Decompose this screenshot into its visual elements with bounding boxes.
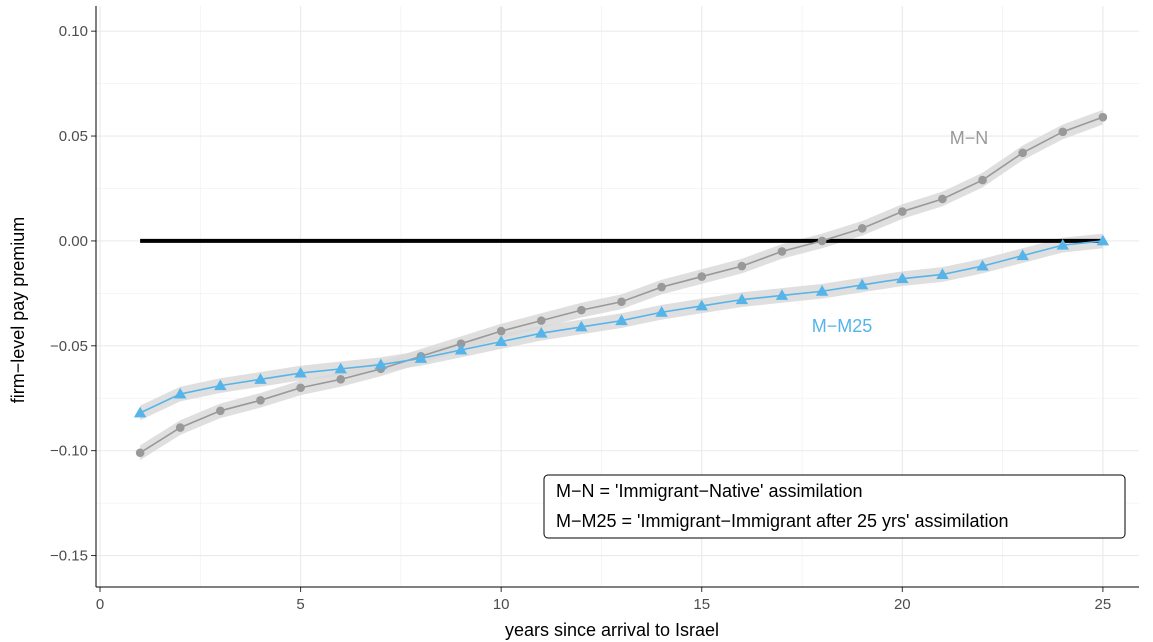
axes: 0 5 10 15 20 25 0.10 0.05 0.00 −0.05 −0.10 −0.15	[50, 6, 1139, 613]
data-point	[978, 175, 987, 185]
data-point	[174, 387, 187, 399]
series-markers	[133, 112, 1110, 458]
legend: M−N = 'Immigrant−Native' assimilation M−…	[543, 474, 1126, 539]
series-lines	[139, 116, 1104, 454]
data-point	[496, 326, 506, 336]
data-point	[697, 272, 707, 281]
x-tick-label: 10	[493, 596, 510, 613]
data-point	[695, 299, 708, 311]
data-point	[535, 327, 548, 338]
data-point	[374, 358, 388, 370]
data-point	[1056, 238, 1069, 250]
data-point	[857, 224, 867, 233]
data-point	[256, 396, 265, 405]
data-point	[657, 282, 666, 292]
data-point	[135, 448, 145, 458]
data-point	[175, 423, 185, 432]
data-point	[817, 236, 827, 246]
x-tick-label: 20	[894, 596, 911, 613]
data-point	[1098, 112, 1108, 122]
data-point	[216, 406, 225, 416]
data-point	[655, 306, 668, 317]
data-point	[1016, 249, 1029, 261]
data-point	[617, 297, 626, 307]
data-point	[456, 339, 466, 348]
x-tick-label: 5	[296, 596, 304, 613]
data-point	[575, 320, 588, 332]
data-point	[1018, 148, 1027, 158]
data-point	[577, 305, 586, 315]
data-point	[133, 406, 147, 418]
data-point	[254, 373, 267, 384]
series-labels: M−N M−M25	[812, 128, 989, 336]
data-point	[494, 335, 508, 347]
data-point	[735, 293, 749, 305]
data-point	[615, 314, 628, 326]
legend-entry-mm25: M−M25 = 'Immigrant−Immigrant after 25 yr…	[556, 511, 1009, 531]
data-point	[296, 383, 305, 393]
y-axis-title: firm−level pay premium	[8, 217, 28, 404]
y-tick-label: 0.05	[59, 128, 88, 145]
legend-box	[543, 474, 1126, 539]
data-point	[815, 285, 829, 296]
data-point	[976, 259, 989, 271]
data-point	[1058, 127, 1068, 137]
data-point	[294, 366, 307, 378]
legend-entry-mn: M−N = 'Immigrant−Native' assimilation	[556, 481, 862, 501]
data-point	[938, 194, 947, 204]
confidence-bands	[140, 109, 1103, 461]
data-point	[936, 268, 949, 279]
data-point	[898, 207, 907, 216]
series-label-mn: M−N	[950, 128, 989, 148]
data-point	[775, 289, 789, 300]
data-point	[334, 362, 347, 374]
data-point	[896, 272, 909, 284]
axis-titles: years since arrival to Israel firm−level…	[8, 217, 719, 640]
data-point	[336, 375, 346, 384]
y-tick-label: −0.15	[50, 548, 88, 565]
x-tick-label: 0	[96, 596, 104, 613]
data-point	[536, 316, 546, 325]
x-tick-label: 15	[693, 596, 710, 613]
series-label-mm25: M−M25	[812, 316, 873, 336]
data-point	[414, 352, 428, 363]
data-point	[454, 343, 468, 355]
y-tick-label: −0.10	[50, 443, 88, 460]
data-point	[856, 278, 869, 290]
y-tick-label: −0.05	[50, 338, 88, 355]
data-point	[1096, 234, 1110, 246]
x-tick-label: 25	[1095, 596, 1112, 613]
confidence-band-0	[140, 109, 1103, 461]
y-tick-label: 0.00	[59, 233, 88, 250]
data-point	[737, 261, 747, 271]
y-tick-label: 0.10	[59, 23, 88, 40]
series-line-0	[139, 116, 1104, 454]
data-point	[777, 247, 787, 256]
data-point	[214, 379, 227, 391]
x-axis-title: years since arrival to Israel	[505, 620, 719, 640]
